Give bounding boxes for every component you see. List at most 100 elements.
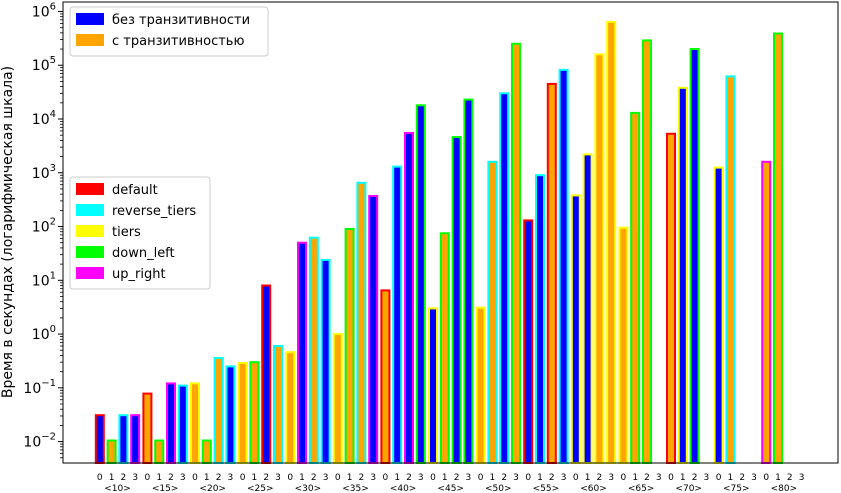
bar-65-1 bbox=[630, 111, 641, 465]
bar-55-2 bbox=[546, 82, 557, 465]
edge-legend-box bbox=[69, 176, 211, 290]
x-slot-label: 3 bbox=[275, 473, 281, 483]
x-slot-label: 2 bbox=[549, 473, 555, 483]
x-slot-label: 2 bbox=[311, 473, 317, 483]
x-slot-label: 1 bbox=[109, 473, 115, 483]
fill-legend-box bbox=[69, 6, 269, 57]
edge-legend-label: up_right bbox=[112, 267, 166, 282]
x-group-label: <80> bbox=[771, 484, 798, 493]
edge-legend-swatch bbox=[76, 246, 104, 258]
edge-legend-label: down_left bbox=[112, 246, 175, 261]
bar-35-1 bbox=[344, 228, 355, 464]
x-slot-label: 1 bbox=[680, 473, 686, 483]
x-slot-label: 2 bbox=[739, 473, 745, 483]
x-slot-label: 2 bbox=[692, 473, 698, 483]
x-slot-label: 0 bbox=[478, 473, 484, 483]
edge-legend-swatch bbox=[76, 204, 104, 216]
edge-legend-label: default bbox=[112, 183, 158, 198]
x-slot-label: 3 bbox=[704, 473, 710, 483]
bar-50-1 bbox=[487, 160, 498, 465]
x-slot-label: 3 bbox=[180, 473, 186, 483]
bar-55-1 bbox=[535, 174, 545, 464]
x-slot-label: 2 bbox=[121, 473, 127, 483]
bar-70-1 bbox=[677, 86, 688, 465]
edge-legend-swatch bbox=[76, 183, 104, 195]
bar-50-2 bbox=[499, 92, 510, 465]
bar-50-0 bbox=[475, 306, 486, 465]
bar-35-3 bbox=[368, 195, 379, 464]
bar-75-0 bbox=[713, 166, 724, 464]
bar-20-2 bbox=[213, 357, 224, 464]
y-tick-label: 105 bbox=[32, 55, 56, 74]
x-slot-label: 1 bbox=[347, 473, 353, 483]
bar-15-3 bbox=[177, 384, 188, 465]
x-slot-label: 3 bbox=[513, 473, 519, 483]
x-group-label: <30> bbox=[295, 484, 322, 493]
x-slot-label: 2 bbox=[644, 473, 650, 483]
x-slot-label: 3 bbox=[418, 473, 424, 483]
x-group-label: <20> bbox=[199, 484, 226, 493]
bar-60-2 bbox=[594, 53, 605, 465]
edge-legend-label: tiers bbox=[112, 225, 141, 240]
x-slot-label: 1 bbox=[728, 473, 734, 483]
axis-layer: 0 1 2 3<10>0 1 2 3<15>0 1 2 3<20>0 1 2 3<25>0 1 2 3<30>… bbox=[23, 1, 804, 493]
bar-55-0 bbox=[523, 219, 534, 464]
x-slot-label: 1 bbox=[632, 473, 638, 483]
plot-frame bbox=[62, 1, 839, 464]
x-slot-label: 0 bbox=[97, 473, 103, 483]
x-slot-label: 2 bbox=[501, 473, 507, 483]
x-slot-label: 1 bbox=[156, 473, 162, 483]
x-group-label: <65> bbox=[628, 484, 655, 493]
y-tick-label: 101 bbox=[32, 270, 56, 289]
legend-fill: без транзитивности с транзитивностью bbox=[69, 6, 269, 57]
y-axis-title: Время в секундах (логарифмическая шкала) bbox=[0, 66, 16, 398]
y-tick-label: 104 bbox=[32, 109, 56, 128]
bar-30-0 bbox=[285, 351, 296, 465]
y-tick-label: 100 bbox=[32, 324, 56, 343]
bar-70-2 bbox=[689, 48, 700, 464]
bar-20-1 bbox=[201, 439, 212, 464]
bar-35-0 bbox=[332, 333, 343, 464]
x-group-label: <25> bbox=[247, 484, 274, 493]
x-slot-label: 3 bbox=[561, 473, 567, 483]
x-slot-label: 0 bbox=[430, 473, 436, 483]
bar-10-1 bbox=[106, 439, 117, 464]
x-slot-label: 0 bbox=[716, 473, 722, 483]
bar-10-3 bbox=[130, 414, 141, 465]
x-group-label: <10> bbox=[104, 484, 131, 493]
bar-15-2 bbox=[166, 382, 176, 464]
x-group-label: <70> bbox=[675, 484, 702, 493]
bar-40-3 bbox=[415, 104, 426, 465]
fill-legend-swatch bbox=[76, 34, 104, 46]
bar-15-0 bbox=[142, 392, 153, 465]
x-slot-label: 2 bbox=[168, 473, 174, 483]
bar-20-0 bbox=[190, 382, 200, 464]
x-slot-label: 3 bbox=[323, 473, 329, 483]
x-slot-label: 0 bbox=[573, 473, 579, 483]
bar-30-2 bbox=[308, 236, 319, 464]
x-slot-label: 1 bbox=[252, 473, 258, 483]
bar-60-1 bbox=[582, 153, 593, 464]
x-slot-label: 2 bbox=[359, 473, 365, 483]
bar-45-0 bbox=[428, 307, 438, 464]
y-tick-label: 10−1 bbox=[23, 378, 56, 397]
x-slot-label: 3 bbox=[751, 473, 757, 483]
bar-45-2 bbox=[451, 136, 462, 464]
x-slot-label: 2 bbox=[454, 473, 460, 483]
bar-40-2 bbox=[404, 132, 414, 464]
x-slot-label: 0 bbox=[383, 473, 389, 483]
x-slot-label: 0 bbox=[145, 473, 151, 483]
x-slot-label: 3 bbox=[608, 473, 614, 483]
fill-legend-swatch bbox=[76, 13, 104, 25]
bar-55-3 bbox=[558, 68, 569, 465]
bar-80-0 bbox=[761, 160, 772, 465]
bar-40-0 bbox=[380, 289, 391, 464]
x-slot-label: 1 bbox=[585, 473, 591, 483]
x-group-label: <60> bbox=[580, 484, 607, 493]
x-slot-label: 1 bbox=[537, 473, 543, 483]
x-group-label: <45> bbox=[437, 484, 464, 493]
x-group-label: <40> bbox=[390, 484, 417, 493]
x-slot-label: 3 bbox=[370, 473, 376, 483]
bar-20-3 bbox=[225, 365, 236, 464]
fill-legend-label: без транзитивности bbox=[112, 13, 250, 28]
